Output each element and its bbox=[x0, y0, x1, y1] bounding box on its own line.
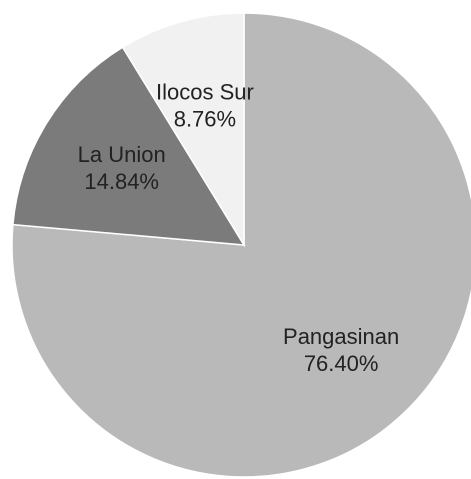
slice-value-label: 8.76% bbox=[174, 106, 236, 131]
slice-name: Ilocos Sur bbox=[156, 79, 254, 104]
slice-name: Pangasinan bbox=[283, 324, 399, 349]
pie-slice bbox=[12, 46, 246, 246]
slice-name: La Union bbox=[78, 142, 166, 167]
slice-value-label: 76.40% bbox=[304, 351, 379, 376]
slice-value-label: 14.84% bbox=[84, 169, 159, 194]
pie-slice bbox=[121, 12, 245, 248]
